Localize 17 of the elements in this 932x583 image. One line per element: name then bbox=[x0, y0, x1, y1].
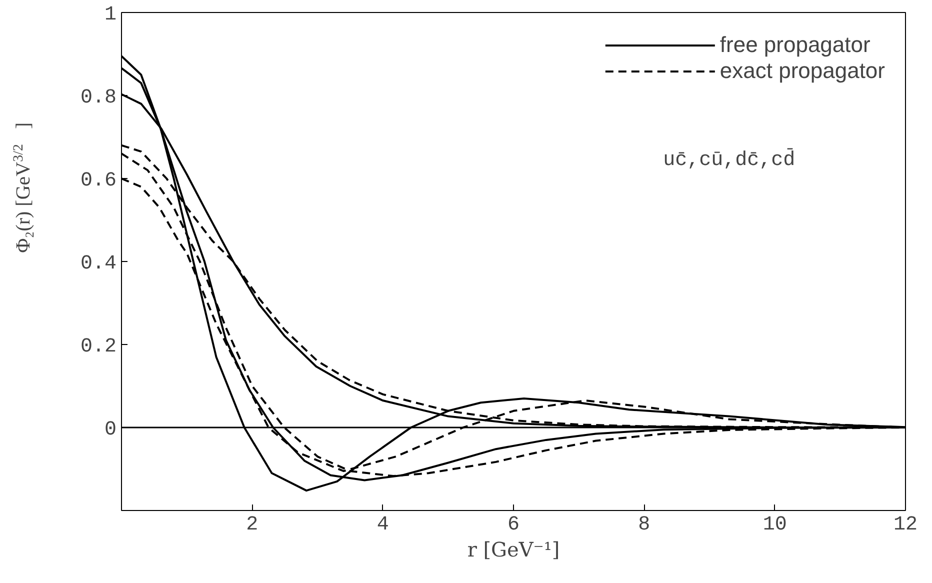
x-tick-label: 8 bbox=[638, 514, 650, 536]
x-tick-label: 12 bbox=[894, 514, 918, 536]
y-tick-label: 0.2 bbox=[80, 336, 117, 358]
x-axis-title: r [GeV⁻¹] bbox=[467, 538, 560, 562]
x-tick-label: 10 bbox=[762, 514, 787, 536]
y-tick-label: 1 bbox=[104, 4, 117, 26]
x-tick-label: 6 bbox=[508, 514, 520, 536]
annotation: uc̄,cū,dc̄,cd̄ bbox=[663, 148, 796, 172]
y-tick-label: 0 bbox=[104, 418, 117, 442]
y-tick-label: 0.4 bbox=[80, 252, 117, 276]
x-tick-label: 4 bbox=[376, 514, 389, 536]
y-tick-label: 0.8 bbox=[80, 86, 117, 110]
legend-label: exact propagator bbox=[720, 58, 885, 84]
legend-label: free propagator bbox=[720, 32, 870, 58]
y-axis-title: Φ₂(r) [GeV3/2] bbox=[11, 122, 34, 253]
y-tick-label: 0.6 bbox=[80, 170, 117, 192]
x-tick-label: 2 bbox=[246, 514, 258, 536]
